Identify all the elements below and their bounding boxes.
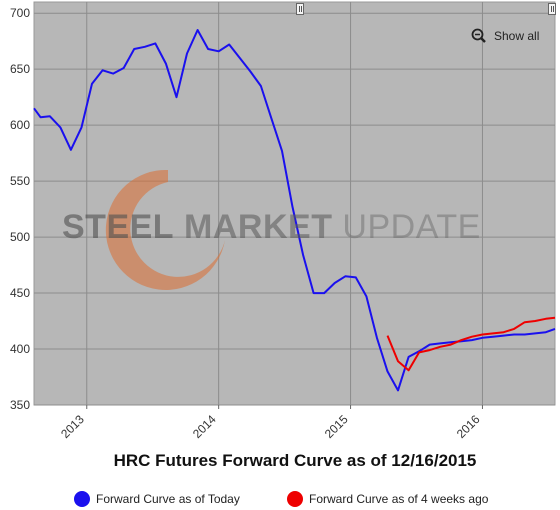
- x-tick-label: 2015: [322, 412, 351, 441]
- y-tick-label: 700: [10, 6, 30, 20]
- y-tick-label: 550: [10, 174, 30, 188]
- zoom-out-icon: [471, 28, 486, 43]
- x-tick-label: 2014: [190, 412, 219, 441]
- scroll-handle-left[interactable]: [296, 3, 304, 15]
- y-tick-label: 450: [10, 286, 30, 300]
- chart-svg: 350 400 450 500 550 600 650 700 2013 2014 2015 201…: [10, 1, 556, 441]
- watermark-word-steel: STEEL: [62, 208, 175, 246]
- x-tick-label: 2013: [58, 412, 87, 441]
- y-tick-label: 600: [10, 118, 30, 132]
- watermark-text: STEEL MARKET UPDATE: [62, 208, 481, 247]
- show-all-button[interactable]: Show all: [470, 27, 539, 45]
- legend-marker-today: [74, 491, 90, 507]
- chart-title: HRC Futures Forward Curve as of 12/16/20…: [113, 451, 477, 470]
- grid: [34, 2, 555, 406]
- series-line-4-weeks-ago: [386, 316, 556, 372]
- y-tick-label: 400: [10, 342, 30, 356]
- legend-item-today[interactable]: Forward Curve as of Today: [74, 491, 240, 507]
- legend-item-4-weeks-ago[interactable]: Forward Curve as of 4 weeks ago: [287, 491, 488, 507]
- watermark-ring-icon: [105, 169, 225, 290]
- y-tick-label: 650: [10, 62, 30, 76]
- legend-label-today: Forward Curve as of Today: [96, 492, 240, 506]
- legend-marker-4-weeks-ago: [287, 491, 303, 507]
- y-tick-label: 500: [10, 230, 30, 244]
- scroll-handle-right[interactable]: [548, 3, 556, 15]
- show-all-label: Show all: [494, 29, 540, 43]
- y-tick-label: 350: [10, 398, 30, 412]
- series-line-today: [33, 29, 556, 392]
- watermark-word-market: MARKET: [184, 208, 333, 246]
- x-tick-label: 2016: [454, 412, 483, 441]
- watermark-logo: [105, 169, 225, 290]
- legend-label-4-weeks-ago: Forward Curve as of 4 weeks ago: [309, 492, 489, 506]
- watermark-word-update: UPDATE: [342, 208, 481, 246]
